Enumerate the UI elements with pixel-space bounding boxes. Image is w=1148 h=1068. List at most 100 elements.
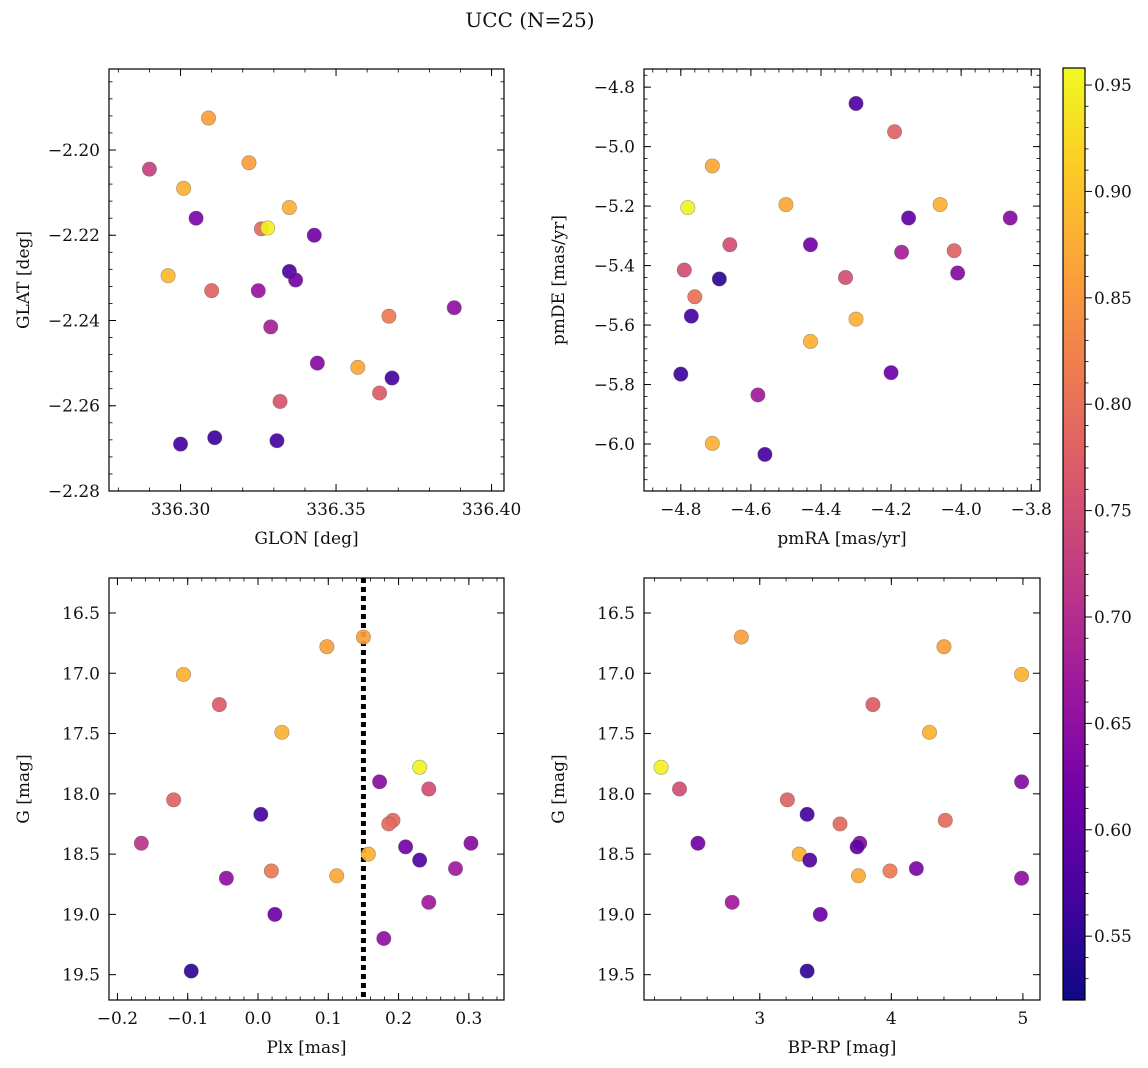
- glon-glat-point: [207, 430, 223, 446]
- color-g-point: [849, 839, 865, 855]
- pm-x-axis-label: pmRA [mas/yr]: [777, 529, 906, 549]
- plx-g-point: [412, 759, 428, 775]
- pm-point: [680, 200, 696, 216]
- plx-g-x-tick-label: 0.2: [385, 1009, 412, 1029]
- pm-y-tick-label: −5.6: [594, 316, 635, 336]
- glon-glat-point: [288, 272, 304, 288]
- pm-x-tick-label: −3.8: [1011, 500, 1052, 520]
- pm-point: [750, 387, 766, 403]
- pm-x-tick-label: −4.8: [660, 500, 701, 520]
- color-g-y-tick-label: 17.0: [597, 664, 635, 684]
- pm-point: [887, 124, 903, 140]
- panel-glon-glat: 336.30 336.35 336.40 −2.28 −2.26 −2.24 −2.22 −2…: [14, 68, 521, 549]
- pm-point: [932, 197, 948, 213]
- glon-glat-point: [306, 227, 322, 243]
- colorbar-tick-label: 0.65: [1094, 714, 1132, 734]
- pm-point: [848, 311, 864, 327]
- pm-y-tick-label: −4.8: [594, 78, 635, 98]
- glon-glat-y-tick-label: −2.28: [48, 482, 100, 502]
- pm-y-tick-label: −5.8: [594, 376, 635, 396]
- pm-axes-frame: [643, 68, 1041, 492]
- color-g-point: [653, 759, 669, 775]
- color-g-point: [937, 812, 953, 828]
- pm-y-tick-label: −6.0: [594, 435, 635, 455]
- pm-y-tick-label: −5.0: [594, 138, 635, 158]
- glon-glat-y-tick-label: −2.22: [48, 226, 100, 246]
- color-g-axes-frame: [643, 577, 1041, 1001]
- pm-point: [673, 366, 689, 382]
- color-g-point: [1014, 666, 1030, 682]
- glon-glat-point: [204, 283, 220, 299]
- plx-g-point: [211, 697, 227, 713]
- plx-g-point: [218, 870, 234, 886]
- plx-g-point: [360, 846, 376, 862]
- color-g-x-axis-label: BP-RP [mag]: [788, 1038, 897, 1058]
- pm-x-tick-label: −4.2: [870, 500, 911, 520]
- pm-point: [683, 308, 699, 324]
- plx-g-x-tick-label: −0.1: [167, 1009, 208, 1029]
- color-g-y-tick-label: 16.5: [597, 604, 635, 624]
- plx-g-y-tick-label: 19.0: [62, 905, 100, 925]
- plx-g-y-tick-label: 18.5: [62, 845, 100, 865]
- color-g-point: [908, 861, 924, 877]
- glon-glat-point: [372, 385, 388, 401]
- glon-glat-point: [260, 220, 276, 236]
- glon-glat-y-axis-label: GLAT [deg]: [14, 231, 34, 329]
- plx-g-point: [463, 835, 479, 851]
- pm-point: [802, 237, 818, 253]
- pm-point: [711, 271, 727, 287]
- color-g-point: [799, 963, 815, 979]
- plx-g-point: [421, 894, 437, 910]
- glon-glat-point: [272, 393, 288, 409]
- color-g-x-tick-label: 5: [1017, 1009, 1028, 1029]
- color-g-point: [724, 894, 740, 910]
- pm-point: [901, 210, 917, 226]
- glon-glat-x-axis-label: GLON [deg]: [254, 529, 358, 549]
- colorbar-gradient: [1062, 67, 1086, 1001]
- plx-g-point: [166, 792, 182, 808]
- plx-g-x-tick-label: 0.1: [315, 1009, 342, 1029]
- figure-title: UCC (N=25): [465, 8, 594, 32]
- colorbar: 0.55 0.60 0.65 0.70 0.75 0.80 0.85 0.90 0.95: [1062, 67, 1132, 1001]
- color-g-x-tick-label: 4: [886, 1009, 897, 1029]
- plx-g-x-tick-label: 0.0: [244, 1009, 271, 1029]
- plx-g-point: [421, 781, 437, 797]
- plx-g-y-tick-label: 18.0: [62, 785, 100, 805]
- panel-color-g: 3 4 5 16.5 17.0 17.5 18.0 18.5 19.0 19.5 BP-RP [ma…: [549, 577, 1041, 1058]
- pm-y-tick-label: −5.2: [594, 197, 635, 217]
- colorbar-tick-label: 0.90: [1094, 182, 1132, 202]
- color-g-point: [779, 792, 795, 808]
- glon-glat-point: [350, 359, 366, 375]
- glon-glat-point: [160, 268, 176, 284]
- plx-g-point: [372, 774, 388, 790]
- color-g-point: [936, 639, 952, 655]
- glon-glat-x-tick-label: 336.30: [151, 500, 210, 520]
- panels: 336.30 336.35 336.40 −2.28 −2.26 −2.24 −2.22 −2…: [14, 68, 1052, 1058]
- glon-glat-point: [381, 308, 397, 324]
- glon-glat-y-tick-label: −2.20: [48, 141, 100, 161]
- color-g-y-tick-label: 18.5: [597, 845, 635, 865]
- color-g-point: [1014, 870, 1030, 886]
- color-g-point: [802, 852, 818, 868]
- color-g-point: [812, 906, 828, 922]
- plx-g-point: [381, 816, 397, 832]
- colorbar-tick-label: 0.75: [1094, 502, 1132, 522]
- plx-g-x-tick-label: 0.3: [455, 1009, 482, 1029]
- pm-y-tick-label: −5.4: [594, 257, 635, 277]
- pm-point: [778, 197, 794, 213]
- plx-g-point: [398, 839, 414, 855]
- glon-glat-point: [263, 319, 279, 335]
- pm-x-tick-label: −4.4: [800, 500, 841, 520]
- plx-g-point: [412, 852, 428, 868]
- pm-x-tick-label: −4.0: [941, 500, 982, 520]
- glon-glat-x-tick-label: 336.40: [462, 500, 521, 520]
- color-g-y-axis-label: G [mag]: [549, 754, 569, 823]
- glon-glat-point: [309, 355, 325, 371]
- pm-point: [950, 265, 966, 281]
- pm-y-axis-label: pmDE [mas/yr]: [549, 215, 569, 345]
- color-g-x-tick-label: 3: [754, 1009, 765, 1029]
- plx-g-y-tick-label: 17.5: [62, 725, 100, 745]
- color-g-point: [832, 816, 848, 832]
- plx-g-point: [267, 906, 283, 922]
- color-g-point: [733, 629, 749, 645]
